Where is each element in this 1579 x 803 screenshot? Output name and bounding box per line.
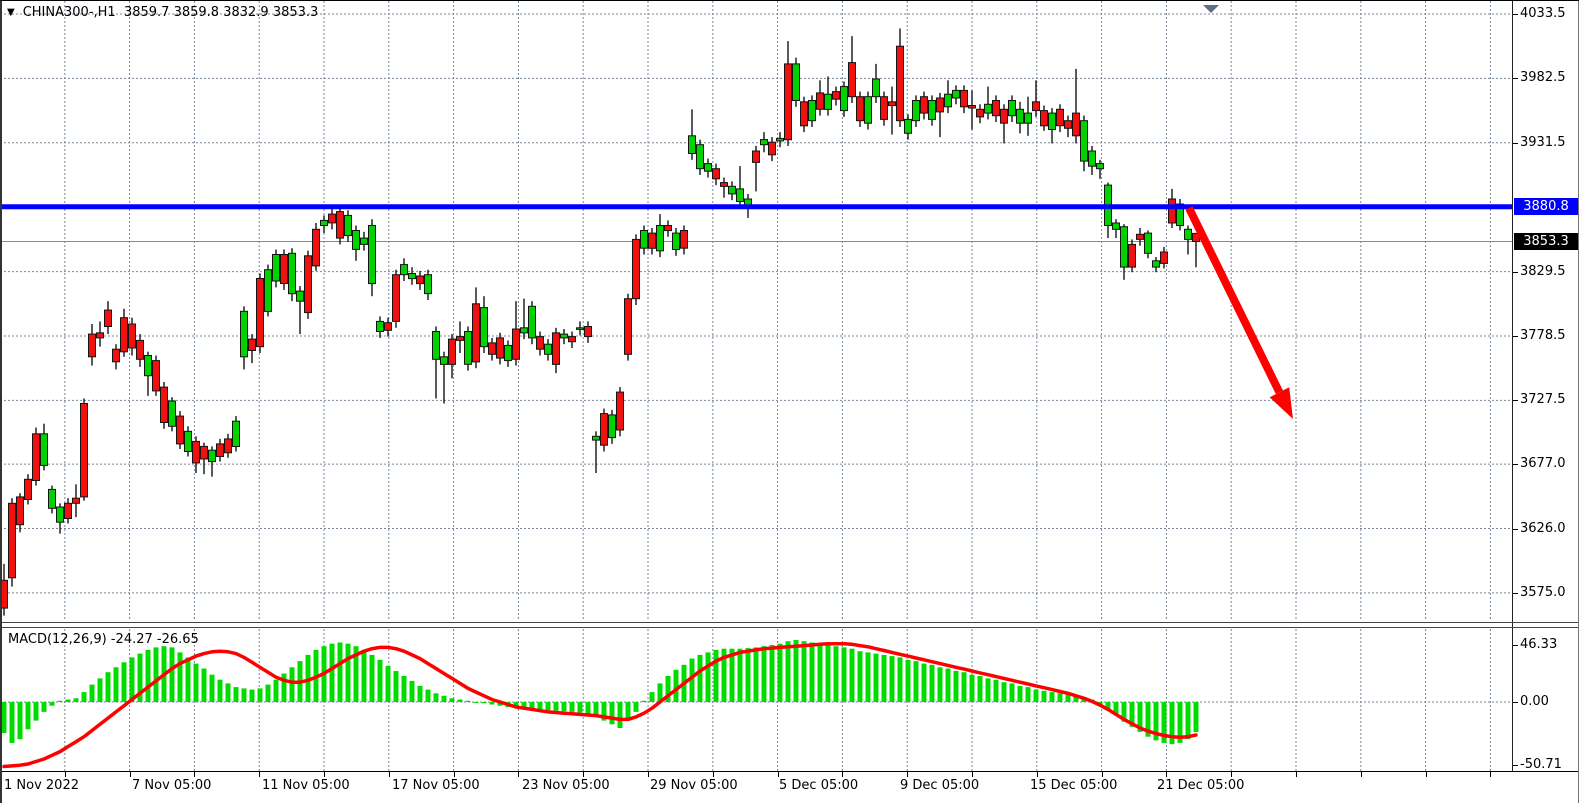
price-axis-tick	[1513, 529, 1518, 530]
time-axis-tick	[778, 772, 779, 777]
price-axis-tick	[1513, 143, 1518, 144]
time-axis-tick	[518, 772, 519, 777]
chart-shift-marker-icon[interactable]	[1203, 5, 1219, 13]
time-axis-label: 17 Nov 05:00	[392, 778, 480, 793]
time-axis-tick	[1037, 772, 1038, 777]
pane-divider[interactable]	[0, 622, 1579, 623]
price-axis-label: 3677.0	[1520, 456, 1566, 471]
macd-axis-tick	[1513, 702, 1518, 703]
time-axis-tick	[194, 772, 195, 777]
macd-indicator-label: MACD(12,26,9) -24.27 -26.65	[8, 632, 199, 647]
time-axis-label: 29 Nov 05:00	[650, 778, 738, 793]
macd-axis-tick	[1513, 765, 1518, 766]
price-axis-tick	[1513, 464, 1518, 465]
time-axis-label: 1 Nov 2022	[4, 778, 79, 793]
time-axis-tick	[1490, 772, 1491, 777]
time-axis-tick	[324, 772, 325, 777]
time-axis-tick	[1231, 772, 1232, 777]
pane-divider-line	[0, 627, 1579, 628]
price-axis-tick	[1513, 78, 1518, 79]
time-axis-tick	[1361, 772, 1362, 777]
time-axis-tick	[130, 772, 131, 777]
time-axis-tick	[65, 772, 66, 777]
price-axis-label: 3727.5	[1520, 392, 1566, 407]
time-axis-label: 23 Nov 05:00	[522, 778, 610, 793]
time-axis-tick	[1296, 772, 1297, 777]
macd-axis-label: 46.33	[1520, 637, 1558, 652]
time-axis-tick	[1166, 772, 1167, 777]
price-axis-label: 3575.0	[1520, 585, 1566, 600]
chart-title-bar: ▼ CHINA300-,H1 3859.7 3859.8 3832.9 3853…	[7, 5, 318, 20]
sell-arrow-annotation[interactable]	[1185, 206, 1293, 419]
price-axis-label: 3626.0	[1520, 521, 1566, 536]
macd-axis-label: 0.00	[1520, 694, 1549, 709]
price-axis-tick	[1513, 336, 1518, 337]
price-axis-label: 4033.5	[1520, 6, 1566, 21]
price-tag-last: 3853.3	[1514, 233, 1578, 250]
price-axis-tick	[1513, 400, 1518, 401]
chart-title-symbol: CHINA300-,H1	[22, 5, 116, 20]
time-axis-tick	[454, 772, 455, 777]
time-axis-tick	[389, 772, 390, 777]
macd-axis-tick	[1513, 645, 1518, 646]
price-chart-canvas[interactable]	[0, 1, 1512, 621]
time-axis-tick	[972, 772, 973, 777]
macd-axis-label: -50.71	[1520, 757, 1562, 772]
time-axis-tick	[907, 772, 908, 777]
symbol-dropdown-icon[interactable]: ▼	[7, 7, 15, 18]
price-axis[interactable]: 3880.8 3853.3 4033.5 3982.5 3931.5 3829.5 37…	[1513, 1, 1579, 772]
time-axis-tick	[713, 772, 714, 777]
time-axis-border	[0, 771, 1579, 772]
macd-histogram	[1, 640, 1199, 745]
time-axis-tick	[583, 772, 584, 777]
price-axis-tick	[1513, 14, 1518, 15]
price-axis-tick	[1513, 593, 1518, 594]
time-axis-label: 15 Dec 05:00	[1030, 778, 1118, 793]
time-axis-tick	[1102, 772, 1103, 777]
time-axis-tick	[1426, 772, 1427, 777]
price-axis-tick	[1513, 272, 1518, 273]
time-axis-tick	[259, 772, 260, 777]
time-axis-label: 9 Dec 05:00	[900, 778, 980, 793]
time-axis-label: 5 Dec 05:00	[779, 778, 859, 793]
time-axis-tick	[648, 772, 649, 777]
time-axis[interactable]: 1 Nov 2022 7 Nov 05:00 11 Nov 05:00 17 Nov …	[0, 772, 1579, 803]
time-axis-tick	[842, 772, 843, 777]
candles	[0, 28, 1200, 616]
grid	[0, 1, 1512, 621]
price-axis-label: 3829.5	[1520, 264, 1566, 279]
price-tag-resistance: 3880.8	[1514, 198, 1578, 215]
chart-title-ohlc: 3859.7 3859.8 3832.9 3853.3	[123, 5, 319, 20]
price-axis-label: 3931.5	[1520, 135, 1566, 150]
time-axis-label: 7 Nov 05:00	[132, 778, 212, 793]
time-axis-label: 11 Nov 05:00	[262, 778, 350, 793]
macd-signal-line	[2, 641, 1198, 769]
price-axis-label: 3982.5	[1520, 70, 1566, 85]
time-axis-label: 21 Dec 05:00	[1157, 778, 1245, 793]
spacer	[116, 5, 124, 20]
price-axis-border	[1512, 1, 1513, 772]
price-axis-label: 3778.5	[1520, 328, 1566, 343]
macd-chart-canvas[interactable]	[0, 629, 1512, 771]
